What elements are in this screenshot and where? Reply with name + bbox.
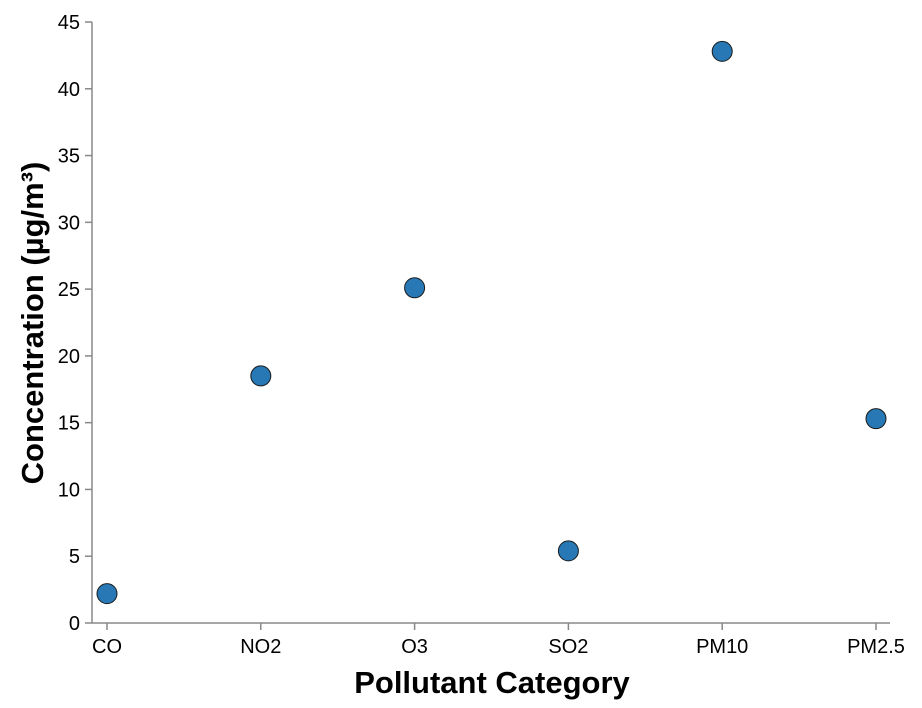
x-tick-label: CO	[92, 636, 122, 658]
y-tick-label: 45	[58, 12, 80, 34]
y-tick-label: 15	[58, 413, 80, 435]
data-point-co	[96, 583, 118, 605]
x-tick-label: PM2.5	[847, 636, 905, 658]
x-tick-label: NO2	[240, 636, 281, 658]
y-tick-label: 40	[58, 79, 80, 101]
y-tick-label: 10	[58, 479, 80, 501]
y-tick-label: 25	[58, 279, 80, 301]
x-tick-label: O3	[401, 636, 428, 658]
x-tick-label: SO2	[548, 636, 588, 658]
y-axis: 0 5 10 15 20 25 30 35 40 45	[58, 12, 93, 635]
x-tick-label: PM10	[696, 636, 748, 658]
y-tick-label: 20	[58, 346, 80, 368]
data-point-pm10	[711, 40, 733, 62]
x-axis: CO NO2 O3 SO2 PM10 PM2.5	[92, 622, 905, 658]
x-axis-title: Pollutant Category	[354, 665, 630, 700]
y-axis-title: Concentration (µg/m³)	[15, 162, 50, 485]
data-point-o3	[404, 277, 426, 299]
data-point-so2	[557, 540, 579, 562]
data-point-no2	[250, 365, 272, 387]
data-points	[96, 40, 887, 605]
y-tick-label: 35	[58, 146, 80, 168]
y-tick-label: 5	[69, 546, 80, 568]
y-tick-label: 0	[69, 613, 80, 635]
data-point-pm2-5	[865, 408, 887, 430]
y-tick-label: 30	[58, 212, 80, 234]
